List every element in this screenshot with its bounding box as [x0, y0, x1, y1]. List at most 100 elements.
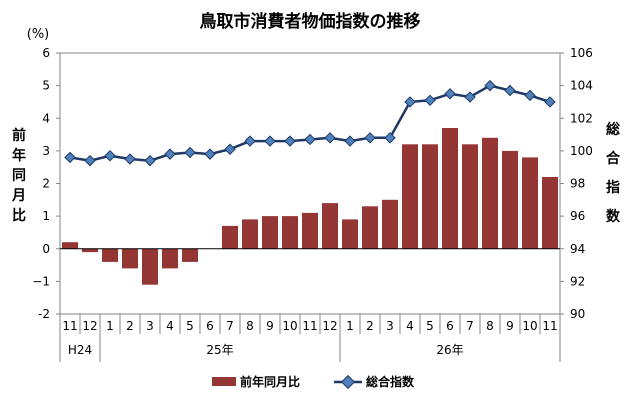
bar-yoy-6	[182, 248, 198, 262]
index-point-10	[264, 135, 276, 147]
index-point-15	[364, 132, 376, 144]
index-point-4	[144, 154, 156, 167]
category-label: 11	[62, 319, 77, 333]
chart-title: 鳥取市消費者物価指数の推移	[200, 11, 421, 32]
bar-yoy-0	[62, 242, 78, 249]
category-label: 11	[542, 319, 557, 333]
bar-yoy-2	[102, 248, 118, 262]
right-tick-label: 90	[570, 307, 585, 321]
index-point-17	[404, 96, 416, 108]
index-point-11	[284, 135, 296, 147]
index-point-2	[104, 150, 116, 162]
left-axis-unit: (%)	[27, 27, 50, 42]
bar-yoy-14	[342, 219, 358, 249]
category-label: 11	[302, 319, 317, 333]
year-group-label: H24	[68, 343, 92, 357]
category-label: 3	[146, 319, 154, 333]
right-axis: 90 92 94 96 98 100 102 104 106	[560, 46, 593, 321]
right-tick-label: 92	[570, 274, 585, 288]
bar-yoy-17	[402, 144, 418, 249]
index-point-21	[484, 79, 496, 92]
bar-yoy-11	[282, 216, 298, 249]
category-label: 4	[406, 319, 414, 333]
index-point-24	[544, 96, 556, 108]
left-tick-label: 4	[42, 111, 50, 125]
legend-marker-index	[340, 374, 356, 390]
category-label: 10	[522, 319, 537, 333]
index-point-16	[384, 132, 396, 144]
index-point-19	[444, 88, 456, 100]
index-point-6	[184, 146, 196, 159]
bar-yoy-10	[262, 216, 278, 249]
left-tick-label: 0	[42, 242, 50, 256]
left-tick-label: 6	[42, 46, 50, 60]
bar-yoy-24	[542, 177, 558, 249]
legend-label-index: 総合指数	[366, 374, 415, 389]
year-group-label: 25年	[206, 343, 233, 357]
category-label: 8	[486, 319, 494, 333]
category-label: 10	[282, 319, 297, 333]
category-label: 8	[246, 319, 254, 333]
right-tick-label: 100	[570, 144, 593, 158]
index-point-22	[504, 84, 516, 97]
right-tick-label: 102	[570, 111, 593, 125]
legend: 前年同月比 総合指数	[212, 374, 415, 390]
index-point-13	[324, 132, 336, 144]
index-point-8	[224, 143, 236, 155]
right-tick-label: 104	[570, 79, 593, 93]
bar-series	[62, 128, 558, 285]
index-point-3	[124, 153, 136, 165]
category-label: 9	[266, 319, 274, 333]
index-point-23	[524, 89, 536, 102]
bar-yoy-16	[382, 199, 398, 249]
index-point-7	[204, 148, 216, 160]
bar-yoy-18	[422, 144, 438, 249]
bar-yoy-1	[82, 248, 98, 253]
bar-yoy-15	[362, 206, 378, 249]
legend-label-yoy: 前年同月比	[240, 374, 300, 389]
left-axis: -2 −1 0 1 2 3 4 5 6	[32, 46, 60, 321]
left-tick-label: −1	[32, 274, 50, 288]
left-tick-label: 5	[42, 79, 50, 93]
category-label: 12	[82, 319, 97, 333]
left-tick-label: -2	[38, 307, 50, 321]
line-series	[64, 79, 556, 167]
category-label: 7	[466, 319, 474, 333]
bar-yoy-22	[502, 150, 518, 249]
right-axis-title: 総合指数	[606, 121, 621, 225]
index-point-12	[304, 133, 316, 146]
bar-yoy-4	[142, 248, 158, 285]
bar-yoy-20	[462, 144, 478, 249]
left-tick-label: 1	[42, 209, 50, 223]
index-point-5	[164, 148, 176, 160]
index-point-14	[344, 135, 356, 147]
bar-yoy-23	[522, 157, 538, 249]
index-point-20	[464, 91, 476, 103]
index-point-1	[84, 154, 96, 167]
index-point-0	[64, 151, 76, 164]
category-label: 4	[166, 319, 174, 333]
category-label: 5	[186, 319, 194, 333]
category-label: 2	[366, 319, 374, 333]
category-label: 7	[226, 319, 234, 333]
right-tick-label: 96	[570, 209, 585, 223]
category-label: 12	[322, 319, 337, 333]
right-tick-label: 98	[570, 177, 585, 191]
bar-yoy-8	[222, 225, 238, 249]
legend-swatch-yoy	[212, 377, 236, 386]
category-label: 1	[106, 319, 114, 333]
category-label: 1	[346, 319, 354, 333]
index-point-9	[244, 135, 256, 147]
bar-yoy-21	[482, 137, 498, 249]
right-tick-label: 106	[570, 46, 593, 60]
category-label: 6	[206, 319, 214, 333]
category-label: 6	[446, 319, 454, 333]
left-tick-label: 2	[42, 177, 50, 191]
bar-yoy-19	[442, 128, 458, 249]
left-tick-label: 3	[42, 144, 50, 158]
left-axis-title: 前年同月比	[11, 127, 26, 224]
category-label: 2	[126, 319, 134, 333]
category-label: 5	[426, 319, 434, 333]
